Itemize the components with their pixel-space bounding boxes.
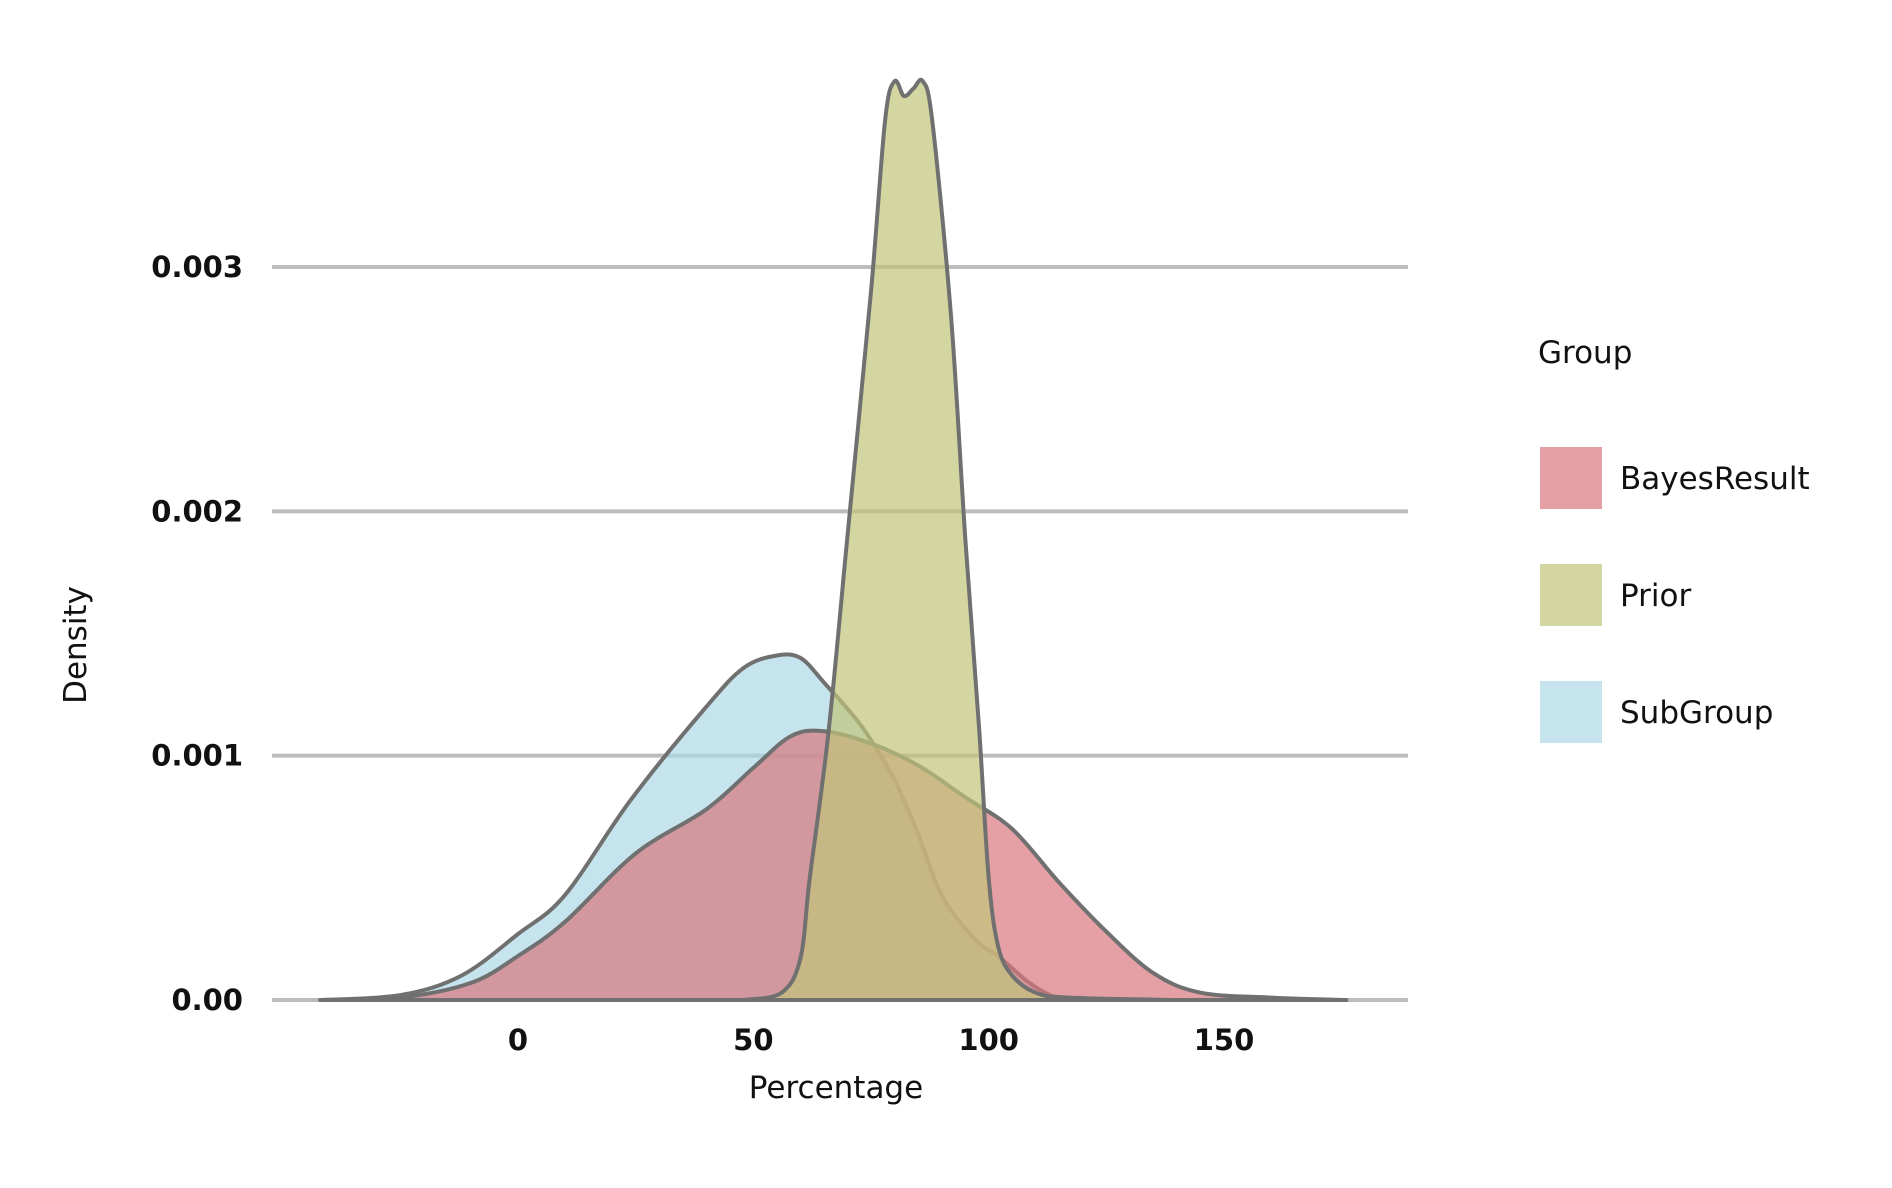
legend-swatch-subgroup [1540,681,1602,743]
x-tick-label: 50 [733,1023,773,1057]
y-tick-label: 0.002 [151,494,243,528]
y-axis-ticks: 0.00 0.001 0.002 0.003 [151,250,243,1017]
x-tick-label: 100 [958,1023,1019,1057]
y-axis-title: Density [58,586,94,704]
y-tick-label: 0.003 [151,250,243,284]
x-tick-label: 150 [1194,1023,1255,1057]
x-axis-ticks: 0 50 100 150 [508,1023,1254,1057]
legend-items: BayesResult Prior SubGroup [1540,447,1810,743]
y-tick-label: 0.00 [171,983,243,1017]
legend: Group BayesResult Prior SubGroup [1538,335,1810,743]
legend-label-subgroup: SubGroup [1620,695,1773,731]
legend-label-bayesresult: BayesResult [1620,461,1810,497]
y-tick-label: 0.001 [151,739,243,773]
x-tick-label: 0 [508,1023,528,1057]
x-axis-title: Percentage [749,1070,923,1106]
legend-label-prior: Prior [1620,578,1691,614]
density-areas [318,77,1349,1002]
density-area-prior [741,77,1179,1002]
legend-swatch-bayesresult [1540,447,1602,509]
legend-title: Group [1538,335,1632,371]
legend-swatch-prior [1540,564,1602,626]
